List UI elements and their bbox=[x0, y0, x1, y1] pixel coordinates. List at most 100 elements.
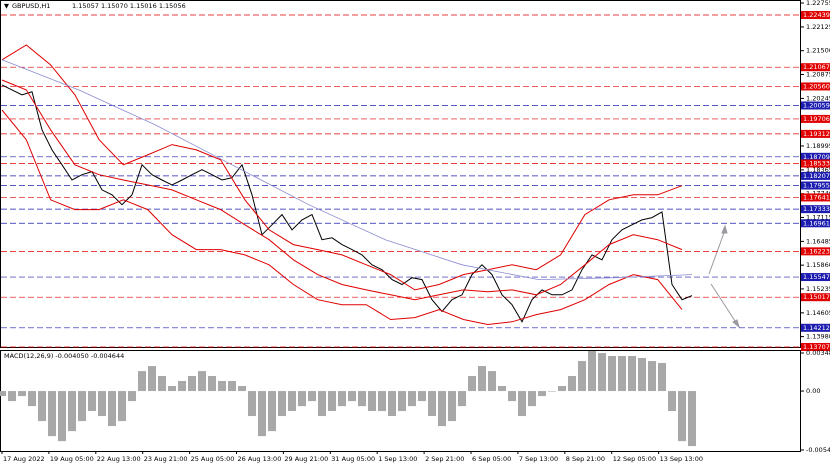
level-label: 1.16961 bbox=[803, 219, 830, 227]
macd-bar bbox=[178, 381, 186, 392]
macd-bar bbox=[688, 391, 696, 447]
macd-bar bbox=[668, 391, 676, 412]
level-label: 1.19706 bbox=[803, 115, 830, 123]
level-label: 1.21067 bbox=[803, 63, 830, 71]
level-label: 1.18207 bbox=[803, 172, 830, 180]
level-tag bbox=[801, 63, 830, 72]
y-tick-label: -0.0054 bbox=[806, 446, 830, 454]
level-tag bbox=[801, 171, 830, 180]
level-label: 1.13707 bbox=[803, 343, 830, 351]
level-tag bbox=[801, 343, 830, 351]
level-label: 1.17955 bbox=[803, 181, 830, 189]
level-label: 1.20059 bbox=[803, 102, 830, 110]
y-tick-label: 1.18365 bbox=[806, 166, 830, 174]
macd-bar bbox=[268, 391, 276, 432]
x-tick-label: 29 Aug 21:00 bbox=[284, 455, 328, 463]
macd-bar bbox=[278, 391, 286, 417]
level-tag bbox=[801, 181, 830, 190]
level-tag bbox=[801, 293, 830, 302]
macd-bar bbox=[338, 391, 346, 407]
macd-bar bbox=[238, 386, 246, 392]
macd-bar bbox=[58, 391, 66, 442]
macd-bar bbox=[458, 391, 466, 407]
x-tick-label: 26 Aug 13:00 bbox=[238, 455, 282, 463]
y-tick-label: 1.15235 bbox=[806, 285, 830, 293]
level-tag bbox=[801, 323, 830, 332]
y-tick-label: 1.18995 bbox=[806, 142, 830, 150]
macd-bar bbox=[168, 386, 176, 392]
macd-bar bbox=[48, 391, 56, 437]
collapse-icon: ▼ bbox=[4, 2, 9, 10]
price-line bbox=[1, 84, 693, 323]
macd-bar bbox=[258, 391, 266, 437]
macd-bar bbox=[248, 391, 256, 417]
macd-bar bbox=[128, 391, 136, 402]
macd-bar bbox=[488, 371, 496, 392]
macd-bar bbox=[208, 375, 216, 392]
x-tick-label: 7 Sep 13:00 bbox=[519, 455, 558, 463]
y-tick-label: 1.13980 bbox=[806, 333, 830, 341]
level-tag bbox=[801, 159, 830, 168]
y-tick-label: 1.22125 bbox=[806, 23, 830, 31]
x-tick-label: 23 Aug 21:00 bbox=[144, 455, 188, 463]
level-tag bbox=[801, 129, 830, 138]
macd-bar bbox=[358, 391, 366, 407]
macd-bar bbox=[558, 386, 566, 392]
x-tick-label: 1 Sep 13:00 bbox=[378, 455, 417, 463]
macd-bar bbox=[318, 391, 326, 417]
level-tag bbox=[801, 114, 830, 123]
y-tick-label: 1.21500 bbox=[806, 47, 830, 55]
macd-bar bbox=[68, 391, 76, 432]
macd-bar bbox=[588, 350, 596, 392]
macd-bar bbox=[528, 391, 536, 407]
level-tag bbox=[801, 273, 830, 282]
macd-bar bbox=[598, 353, 606, 392]
y-tick-label: 1.22755 bbox=[806, 0, 830, 7]
macd-bar bbox=[288, 391, 296, 412]
y-tick-label: 1.16485 bbox=[806, 237, 830, 245]
macd-bar bbox=[398, 391, 406, 412]
macd-bar bbox=[518, 391, 526, 417]
macd-bar bbox=[348, 391, 356, 402]
macd-bar bbox=[498, 386, 506, 392]
macd-bar bbox=[188, 375, 196, 392]
arrows bbox=[708, 224, 740, 329]
macd-bar bbox=[388, 391, 396, 417]
macd-bar bbox=[368, 391, 376, 412]
macd-bar bbox=[678, 391, 686, 442]
level-tag bbox=[801, 193, 830, 202]
x-tick-label: 2 Sep 21:00 bbox=[425, 455, 464, 463]
macd-bar bbox=[28, 391, 36, 407]
indicator-line bbox=[1, 44, 683, 291]
x-tick-label: 25 Aug 05:00 bbox=[191, 455, 235, 463]
level-label: 1.14212 bbox=[803, 324, 830, 332]
level-label: 1.22439 bbox=[803, 11, 830, 19]
macd-bar bbox=[438, 391, 446, 427]
x-tick-label: 31 Aug 05:00 bbox=[331, 455, 375, 463]
indicator-line bbox=[1, 59, 693, 281]
macd-bar bbox=[628, 356, 636, 392]
symbol: GBPUSD,H1 bbox=[12, 2, 50, 10]
indicator-line bbox=[1, 79, 683, 301]
level-label: 1.15017 bbox=[803, 293, 830, 301]
macd-bar bbox=[538, 391, 546, 397]
indicator-line bbox=[1, 109, 683, 326]
y-tick-label: 1.17115 bbox=[806, 213, 830, 221]
y-tick-label: 0.003485 bbox=[806, 349, 830, 357]
macd-bar bbox=[408, 391, 416, 407]
macd-bar bbox=[648, 361, 656, 392]
macd-bar bbox=[148, 366, 156, 392]
x-tick-label: 13 Sep 13:00 bbox=[660, 455, 703, 463]
macd-bar bbox=[658, 362, 666, 392]
x-tick-label: 6 Sep 05:00 bbox=[472, 455, 511, 463]
macd-bar bbox=[608, 356, 616, 392]
level-label: 1.19312 bbox=[803, 130, 830, 138]
macd-bar bbox=[88, 391, 96, 412]
main-frame bbox=[0, 0, 801, 348]
macd-bar bbox=[568, 375, 576, 392]
level-label: 1.15547 bbox=[803, 273, 830, 281]
macd-bar bbox=[618, 356, 626, 392]
macd-bar bbox=[198, 371, 206, 392]
level-label: 1.17641 bbox=[803, 193, 830, 201]
